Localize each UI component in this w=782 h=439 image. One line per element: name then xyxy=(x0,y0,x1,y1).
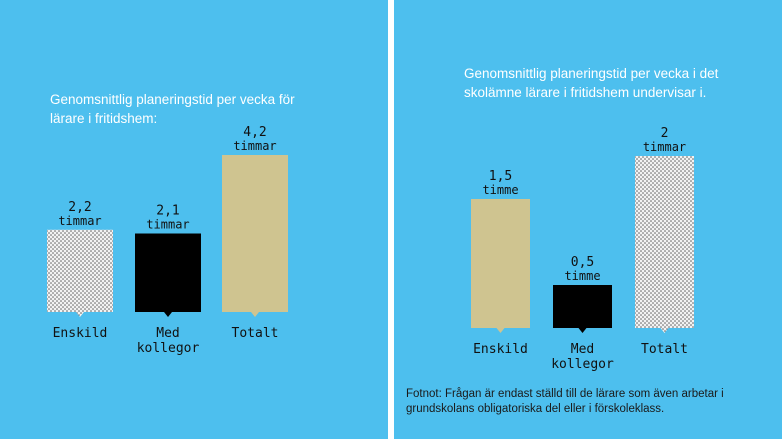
value-label-2: 0,5 xyxy=(571,255,594,270)
category-label-2: kollegor xyxy=(137,341,200,356)
value-label-3: 4,2 xyxy=(243,125,266,140)
unit-label-2: timmar xyxy=(146,218,189,232)
bar-2 xyxy=(135,233,201,312)
bar-3 xyxy=(635,156,694,328)
bar-chart-right: 1,5timmeEnskild0,5timmeMedkollegor2timma… xyxy=(471,126,694,372)
footnote: Fotnot: Frågan är endast ställd till de … xyxy=(406,388,724,415)
value-label-1: 1,5 xyxy=(489,169,512,184)
category-label-2: Med xyxy=(571,342,594,357)
bar-pointer-3 xyxy=(251,312,259,317)
category-label-1: Enskild xyxy=(53,326,108,341)
value-label-3: 2 xyxy=(661,126,669,141)
unit-label-2: timme xyxy=(564,269,600,283)
bar-pointer-1 xyxy=(76,312,84,317)
chart-panel-right: Genomsnittlig planeringstid per vecka i … xyxy=(394,0,782,439)
category-label-2: kollegor xyxy=(551,357,614,372)
unit-label-1: timme xyxy=(482,183,518,197)
bar-pointer-3 xyxy=(660,328,669,333)
value-label-1: 2,2 xyxy=(68,200,91,215)
category-label-1: Enskild xyxy=(473,342,528,357)
bar-3 xyxy=(222,155,288,312)
chart-panel-left: Genomsnittlig planeringstid per vecka fö… xyxy=(0,0,388,439)
bar-1 xyxy=(471,199,530,328)
bar-pointer-2 xyxy=(164,312,172,317)
value-label-2: 2,1 xyxy=(156,204,179,219)
bar-chart-left: 2,2timmarEnskild2,1timmarMedkollegor4,2t… xyxy=(47,125,288,356)
unit-label-3: timmar xyxy=(233,139,276,153)
bar-pointer-2 xyxy=(578,328,587,333)
category-label-3: Totalt xyxy=(641,342,688,357)
bar-2 xyxy=(553,285,612,328)
unit-label-1: timmar xyxy=(58,214,101,228)
unit-label-3: timmar xyxy=(643,140,686,154)
chart-title-right: Genomsnittlig planeringstid per vecka i … xyxy=(464,66,719,100)
chart-title-left: Genomsnittlig planeringstid per vecka fö… xyxy=(50,92,295,126)
category-label-3: Totalt xyxy=(232,326,279,341)
category-label-2: Med xyxy=(156,326,179,341)
bar-1 xyxy=(47,229,113,312)
bar-pointer-1 xyxy=(496,328,505,333)
